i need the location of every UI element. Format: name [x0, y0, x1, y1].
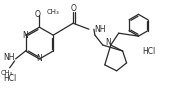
Text: HCl: HCl [142, 47, 155, 56]
Text: CH₃: CH₃ [46, 9, 59, 15]
Text: NH: NH [94, 25, 105, 34]
Text: CH₃: CH₃ [1, 70, 13, 76]
Text: NH: NH [3, 53, 15, 62]
Text: O: O [70, 4, 76, 13]
Text: N: N [23, 31, 28, 40]
Text: HCl: HCl [3, 74, 16, 83]
Text: O: O [34, 10, 40, 19]
Text: N: N [36, 54, 42, 63]
Text: N: N [105, 38, 111, 47]
